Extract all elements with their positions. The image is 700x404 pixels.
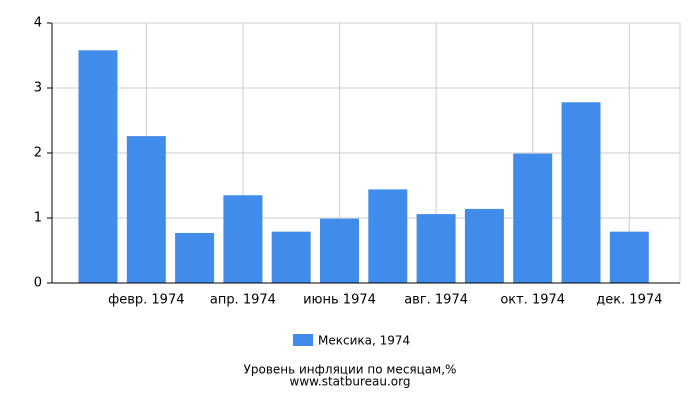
y-tick-label: 4 bbox=[34, 16, 42, 31]
bar bbox=[320, 218, 359, 283]
bar bbox=[464, 208, 504, 283]
x-tick-label: апр. 1974 bbox=[210, 293, 276, 308]
bar bbox=[416, 214, 456, 283]
x-tick-label: февр. 1974 bbox=[108, 293, 184, 308]
bar bbox=[78, 50, 118, 283]
bar bbox=[223, 195, 263, 283]
bar bbox=[513, 153, 553, 283]
x-tick-label: дек. 1974 bbox=[596, 293, 662, 308]
bar bbox=[561, 102, 601, 283]
x-tick-label: окт. 1974 bbox=[500, 293, 565, 308]
bar bbox=[271, 231, 311, 283]
y-tick-label: 1 bbox=[34, 211, 42, 226]
chart-subtitle: www.statbureau.org bbox=[290, 375, 411, 389]
x-tick-label: июнь 1974 bbox=[303, 293, 376, 308]
chart-title: Уровень инфляции по месяцам,% bbox=[244, 363, 457, 377]
y-tick-label: 2 bbox=[34, 146, 42, 161]
bar bbox=[368, 189, 408, 283]
bar bbox=[609, 231, 649, 283]
y-tick-label: 0 bbox=[34, 276, 42, 291]
y-tick-label: 3 bbox=[34, 81, 42, 96]
bar bbox=[175, 232, 215, 283]
legend-label: Мексика, 1974 bbox=[318, 334, 410, 348]
legend-swatch bbox=[293, 334, 313, 346]
bar bbox=[126, 136, 166, 283]
x-tick-label: авг. 1974 bbox=[404, 293, 468, 308]
